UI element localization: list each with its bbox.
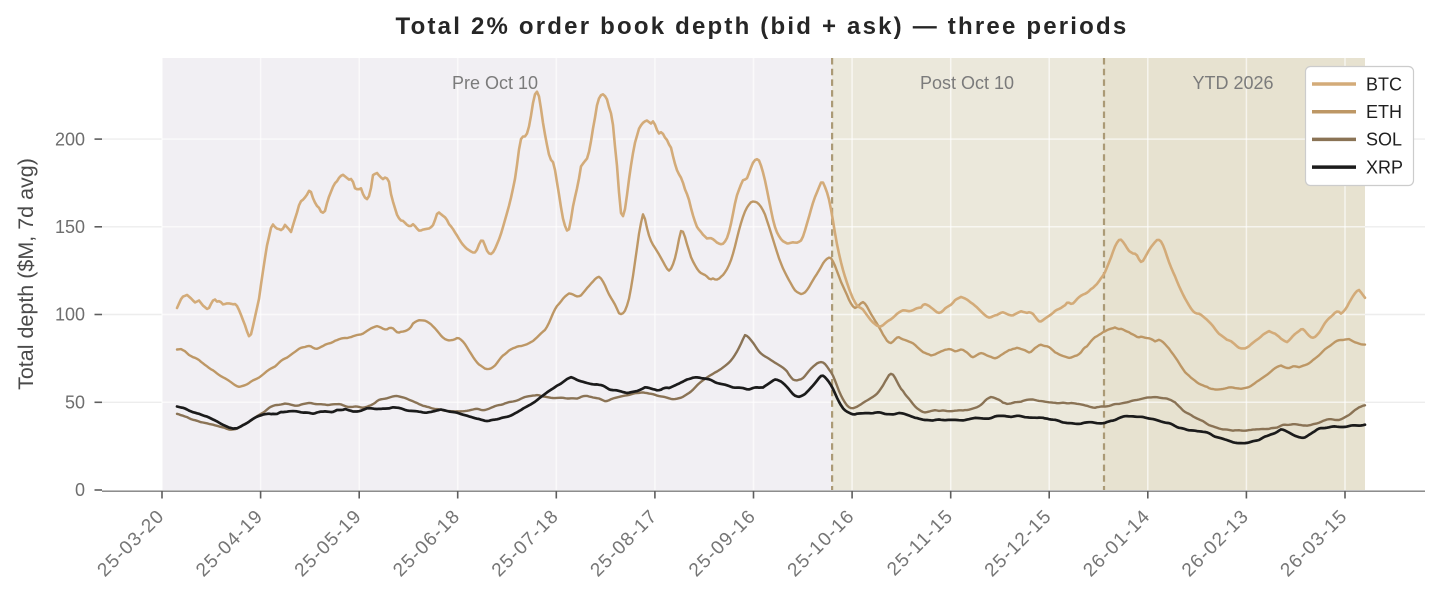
svg-text:BTC: BTC [1366, 74, 1402, 94]
svg-text:50: 50 [65, 393, 85, 413]
svg-text:ETH: ETH [1366, 102, 1402, 122]
svg-text:Total 2% order book depth (bid: Total 2% order book depth (bid + ask) — … [396, 13, 1129, 40]
svg-text:Post Oct 10: Post Oct 10 [920, 73, 1014, 93]
svg-text:0: 0 [75, 480, 85, 500]
svg-text:SOL: SOL [1366, 130, 1402, 150]
svg-text:200: 200 [55, 129, 85, 149]
svg-text:Total depth ($M, 7d avg): Total depth ($M, 7d avg) [14, 158, 38, 390]
svg-text:XRP: XRP [1366, 157, 1403, 177]
svg-text:YTD 2026: YTD 2026 [1192, 73, 1273, 93]
svg-text:Pre Oct 10: Pre Oct 10 [452, 73, 538, 93]
svg-text:100: 100 [55, 305, 85, 325]
svg-text:150: 150 [55, 217, 85, 237]
